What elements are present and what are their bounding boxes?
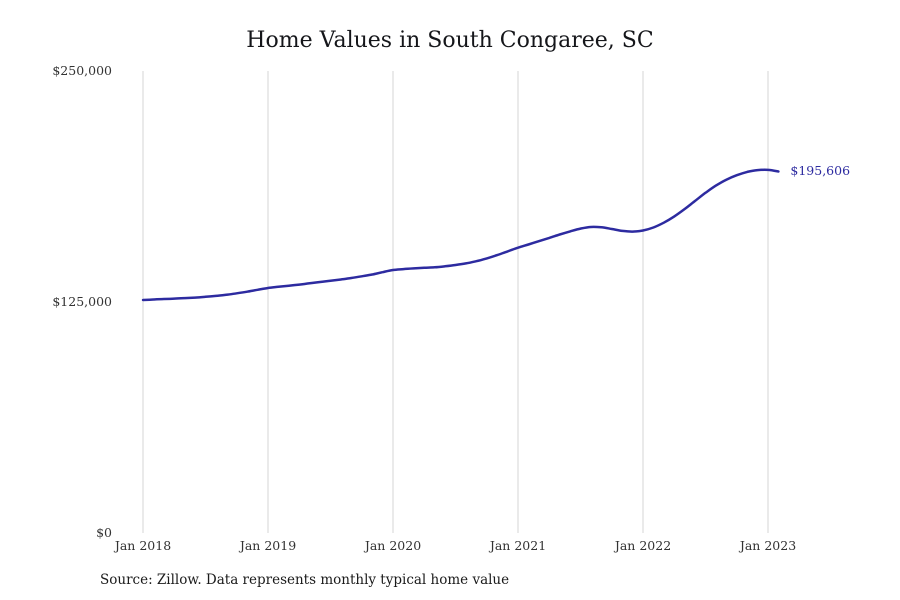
y-tick-label: $250,000 — [52, 63, 112, 78]
x-tick-label: Jan 2022 — [613, 538, 671, 553]
value-line — [141, 168, 780, 302]
y-tick-label: $125,000 — [52, 294, 112, 309]
x-tick-label: Jan 2019 — [238, 538, 296, 553]
x-tick-label: Jan 2023 — [738, 538, 796, 553]
chart-title: Home Values in South Congaree, SC — [246, 28, 654, 53]
x-tick-label: Jan 2018 — [113, 538, 171, 553]
end-value-label: $195,606 — [790, 162, 851, 178]
x-tick-label: Jan 2021 — [488, 538, 546, 553]
x-tick-label: Jan 2020 — [363, 538, 421, 553]
source-note: Source: Zillow. Data represents monthly … — [100, 572, 510, 588]
y-tick-label: $0 — [96, 525, 112, 540]
